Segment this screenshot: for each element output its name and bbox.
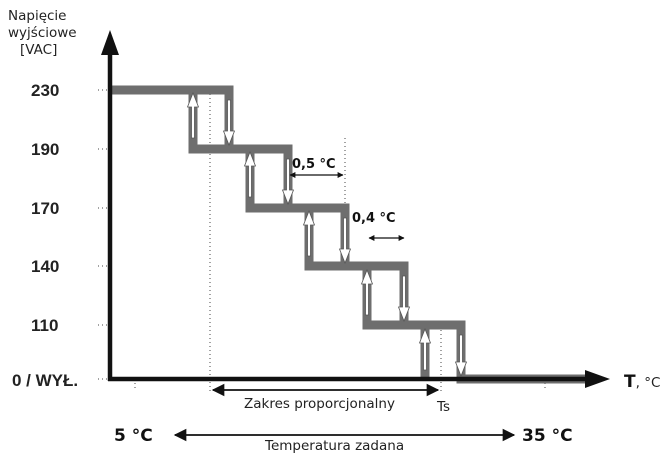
- x-axis-arrow: [585, 370, 610, 388]
- up-arrow-icon: [418, 327, 432, 371]
- y-label-190: 190: [31, 140, 59, 159]
- x-axis-caption: T, °C: [624, 372, 660, 392]
- y-label-140: 140: [31, 257, 59, 276]
- up-arrow-icon: [186, 91, 200, 139]
- down-arrow-icon: [222, 99, 236, 147]
- y-axis-caption-line-2: wyjściowe: [8, 25, 77, 41]
- up-arrow-icon: [302, 209, 316, 257]
- delta-label-1: 0,5 °C: [292, 157, 336, 172]
- range-label: Zakres proporcjonalny: [244, 396, 395, 412]
- temp-max-label: 35 °C: [522, 426, 573, 446]
- y-label-zero: 0 / WYŁ.: [12, 371, 78, 390]
- down-arrow-icon: [454, 334, 468, 378]
- temp-label: Temperatura zadana: [264, 438, 404, 454]
- y-label-170: 170: [31, 199, 59, 218]
- up-arrow-icon: [360, 268, 374, 316]
- x-axis-caption-unit: , °C: [636, 375, 661, 391]
- down-arrow-icon: [338, 217, 352, 265]
- x-axis-caption-t: T: [624, 372, 636, 392]
- y-axis-caption-line-3: [VAC]: [20, 42, 57, 58]
- delta-label-2: 0,4 °C: [352, 211, 396, 226]
- dotted-guides: [98, 89, 546, 392]
- step-curve-outline: [108, 85, 590, 384]
- down-arrow-icon: [281, 158, 295, 206]
- y-axis-caption-line-1: Napięcie: [8, 8, 66, 24]
- y-label-110: 110: [31, 316, 58, 335]
- down-arrow-icon: [397, 275, 411, 323]
- up-arrow-icon: [243, 150, 257, 198]
- y-label-230: 230: [31, 81, 59, 100]
- y-axis-arrow: [101, 30, 119, 55]
- hysteresis-arrows: [186, 91, 468, 378]
- ts-label: Ts: [436, 399, 450, 415]
- temp-min-label: 5 °C: [114, 426, 153, 446]
